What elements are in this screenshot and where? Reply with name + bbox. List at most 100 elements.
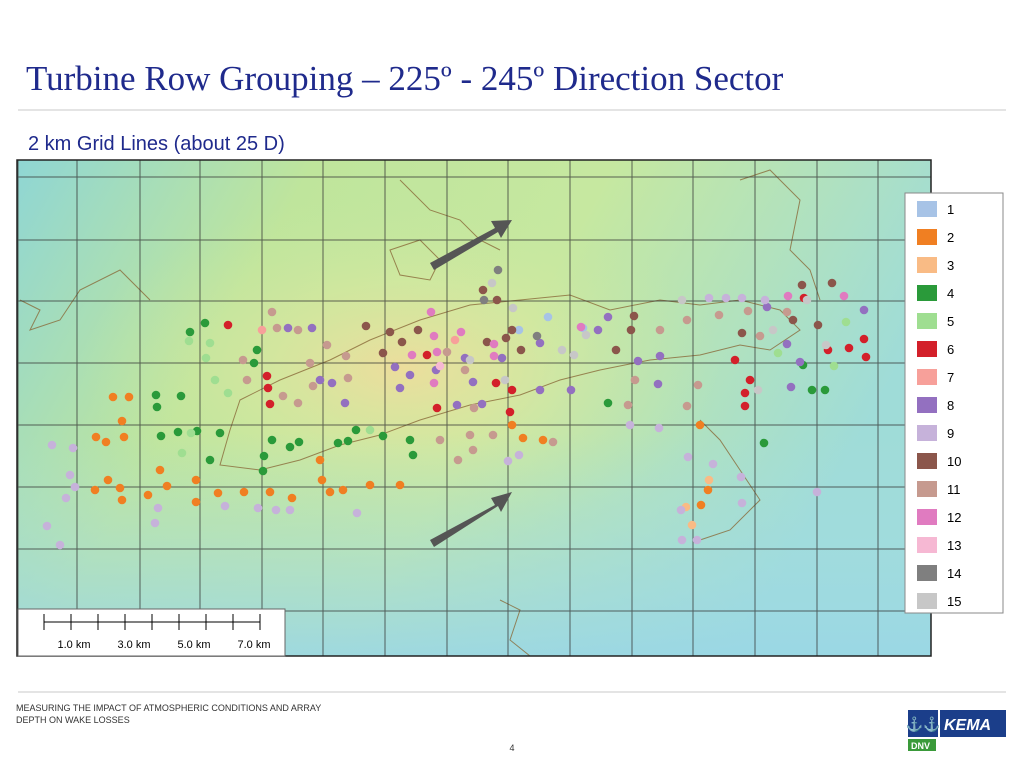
turbine: [859, 334, 869, 344]
legend-label: 11: [947, 482, 961, 497]
turbine: [593, 325, 603, 335]
turbine: [285, 442, 295, 452]
turbine: [205, 338, 215, 348]
turbine: [340, 398, 350, 408]
legend-swatch: [917, 537, 937, 553]
turbine: [285, 505, 295, 515]
turbine: [253, 503, 263, 513]
turbine: [259, 451, 269, 461]
turbine: [365, 425, 375, 435]
legend-label: 4: [947, 286, 954, 301]
turbine: [773, 348, 783, 358]
turbine: [405, 370, 415, 380]
turbine: [812, 487, 822, 497]
turbine: [426, 307, 436, 317]
turbine: [737, 328, 747, 338]
turbine: [696, 500, 706, 510]
turbine: [655, 325, 665, 335]
turbine: [704, 293, 714, 303]
turbine: [435, 435, 445, 445]
legend-label: 1: [947, 202, 954, 217]
turbine: [173, 427, 183, 437]
turbine: [753, 385, 763, 395]
turbine: [395, 383, 405, 393]
turbine: [507, 325, 517, 335]
turbine: [151, 390, 161, 400]
turbine: [143, 490, 153, 500]
turbine: [683, 452, 693, 462]
turbine: [152, 402, 162, 412]
turbine: [333, 438, 343, 448]
turbine: [497, 353, 507, 363]
turbine: [452, 400, 462, 410]
turbine: [760, 295, 770, 305]
turbine: [390, 362, 400, 372]
turbine: [361, 321, 371, 331]
turbine: [55, 540, 65, 550]
turbine: [200, 318, 210, 328]
turbine: [493, 265, 503, 275]
turbine: [576, 322, 586, 332]
turbine: [714, 310, 724, 320]
turbine: [325, 487, 335, 497]
turbine: [153, 503, 163, 513]
turbine: [90, 485, 100, 495]
turbine: [538, 435, 548, 445]
turbine: [655, 351, 665, 361]
turbine: [500, 375, 510, 385]
turbine: [859, 305, 869, 315]
legend-swatch: [917, 593, 937, 609]
scale-bar: 1.0 km 3.0 km 5.0 km 7.0 km: [17, 608, 286, 657]
turbine: [252, 345, 262, 355]
turbine: [695, 420, 705, 430]
turbine: [397, 337, 407, 347]
legend-label: 6: [947, 342, 954, 357]
turbine: [460, 365, 470, 375]
turbine: [687, 520, 697, 530]
turbine: [155, 465, 165, 475]
turbine: [456, 327, 466, 337]
turbine: [489, 351, 499, 361]
turbine: [305, 358, 315, 368]
turbine: [395, 480, 405, 490]
turbine: [677, 535, 687, 545]
turbine: [287, 493, 297, 503]
turbine: [108, 392, 118, 402]
turbine: [343, 436, 353, 446]
turbine: [603, 398, 613, 408]
turbine: [827, 278, 837, 288]
turbine: [307, 323, 317, 333]
turbine: [535, 338, 545, 348]
turbine: [759, 438, 769, 448]
scale-label: 7.0 km: [237, 639, 270, 651]
turbine: [548, 437, 558, 447]
turbine: [408, 450, 418, 460]
turbine: [813, 320, 823, 330]
turbine: [150, 518, 160, 528]
turbine: [238, 355, 248, 365]
turbine: [782, 307, 792, 317]
turbine: [503, 456, 513, 466]
turbine: [468, 377, 478, 387]
turbine: [829, 361, 839, 371]
turbine: [532, 331, 542, 341]
turbine: [507, 385, 517, 395]
legend-swatch: [917, 201, 937, 217]
turbine: [603, 312, 613, 322]
turbine: [802, 295, 812, 305]
title: Turbine Row Grouping – 225º - 245º Direc…: [26, 59, 784, 98]
turbine: [70, 482, 80, 492]
turbine: [566, 385, 576, 395]
turbine: [317, 475, 327, 485]
turbine: [708, 459, 718, 469]
legend-label: 3: [947, 258, 954, 273]
turbine: [492, 295, 502, 305]
turbine: [807, 385, 817, 395]
turbine: [308, 381, 318, 391]
turbine: [518, 433, 528, 443]
turbine: [762, 302, 772, 312]
turbine: [703, 485, 713, 495]
turbine: [293, 398, 303, 408]
turbine: [841, 317, 851, 327]
contours: [19, 169, 821, 656]
